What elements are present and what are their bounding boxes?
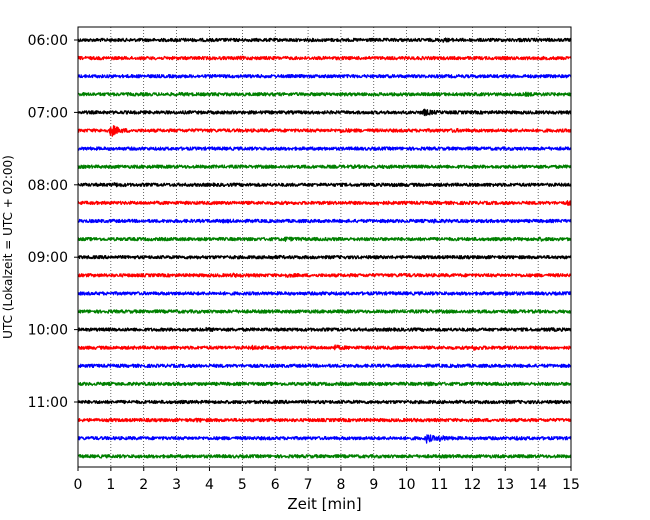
trace-0845	[77, 236, 572, 242]
trace-1130	[77, 434, 572, 444]
plot-frame	[77, 26, 572, 468]
x-axis-label: Zeit [min]	[287, 495, 361, 513]
x-tick-label: 0	[74, 477, 83, 493]
y-tick-label: 09:00	[28, 250, 68, 266]
trace-0945	[77, 309, 572, 314]
trace-1145	[77, 454, 572, 459]
x-tick-label: 14	[529, 477, 547, 493]
y-axis-label: UTC (Lokalzeit = UTC + 02:00)	[1, 155, 15, 339]
trace-0645	[77, 91, 572, 97]
x-tick-label: 4	[205, 477, 214, 493]
trace-0715	[77, 125, 572, 137]
trace-0930	[77, 290, 572, 297]
grid-lines	[110, 27, 539, 467]
x-tick-label: 9	[369, 477, 378, 493]
trace-0730	[77, 146, 572, 151]
x-tick-label: 2	[139, 477, 148, 493]
x-tick-label: 11	[431, 477, 449, 493]
trace-0830	[77, 218, 572, 224]
trace-1045	[77, 381, 572, 387]
trace-0800	[77, 182, 572, 188]
trace-0630	[77, 73, 572, 79]
x-tick-label: 13	[496, 477, 514, 493]
x-tick-label: 7	[304, 477, 313, 493]
trace-0900	[77, 254, 572, 260]
y-tick-label: 10:00	[28, 323, 68, 339]
trace-1030	[77, 363, 572, 369]
x-tick-label: 12	[463, 477, 481, 493]
x-tick-label: 6	[271, 477, 280, 493]
trace-1100	[77, 399, 572, 405]
x-axis-ticks: 0 1 2 3 4 5 6 7 8 9 10 11 12 13 14 15	[74, 467, 580, 493]
trace-1015	[77, 344, 572, 351]
trace-0600	[77, 37, 572, 43]
x-tick-label: 8	[336, 477, 345, 493]
y-axis-ticks: 06:00 07:00 08:00 09:00 10:00 11:00	[28, 33, 78, 411]
trace-0815	[77, 200, 572, 206]
trace-layer	[77, 37, 572, 459]
x-tick-label: 5	[238, 477, 247, 493]
y-tick-label: 07:00	[28, 105, 68, 121]
trace-0915	[77, 272, 572, 279]
y-tick-label: 11:00	[28, 395, 68, 411]
x-tick-label: 1	[106, 477, 115, 493]
x-tick-label: 15	[562, 477, 580, 493]
y-tick-label: 06:00	[28, 33, 68, 49]
x-tick-label: 3	[172, 477, 181, 493]
x-tick-label: 10	[398, 477, 416, 493]
trace-1115	[77, 417, 572, 423]
trace-0700	[77, 108, 572, 117]
trace-1000	[77, 326, 572, 332]
trace-0615	[77, 55, 572, 61]
y-tick-label: 08:00	[28, 178, 68, 194]
trace-0745	[77, 164, 572, 170]
